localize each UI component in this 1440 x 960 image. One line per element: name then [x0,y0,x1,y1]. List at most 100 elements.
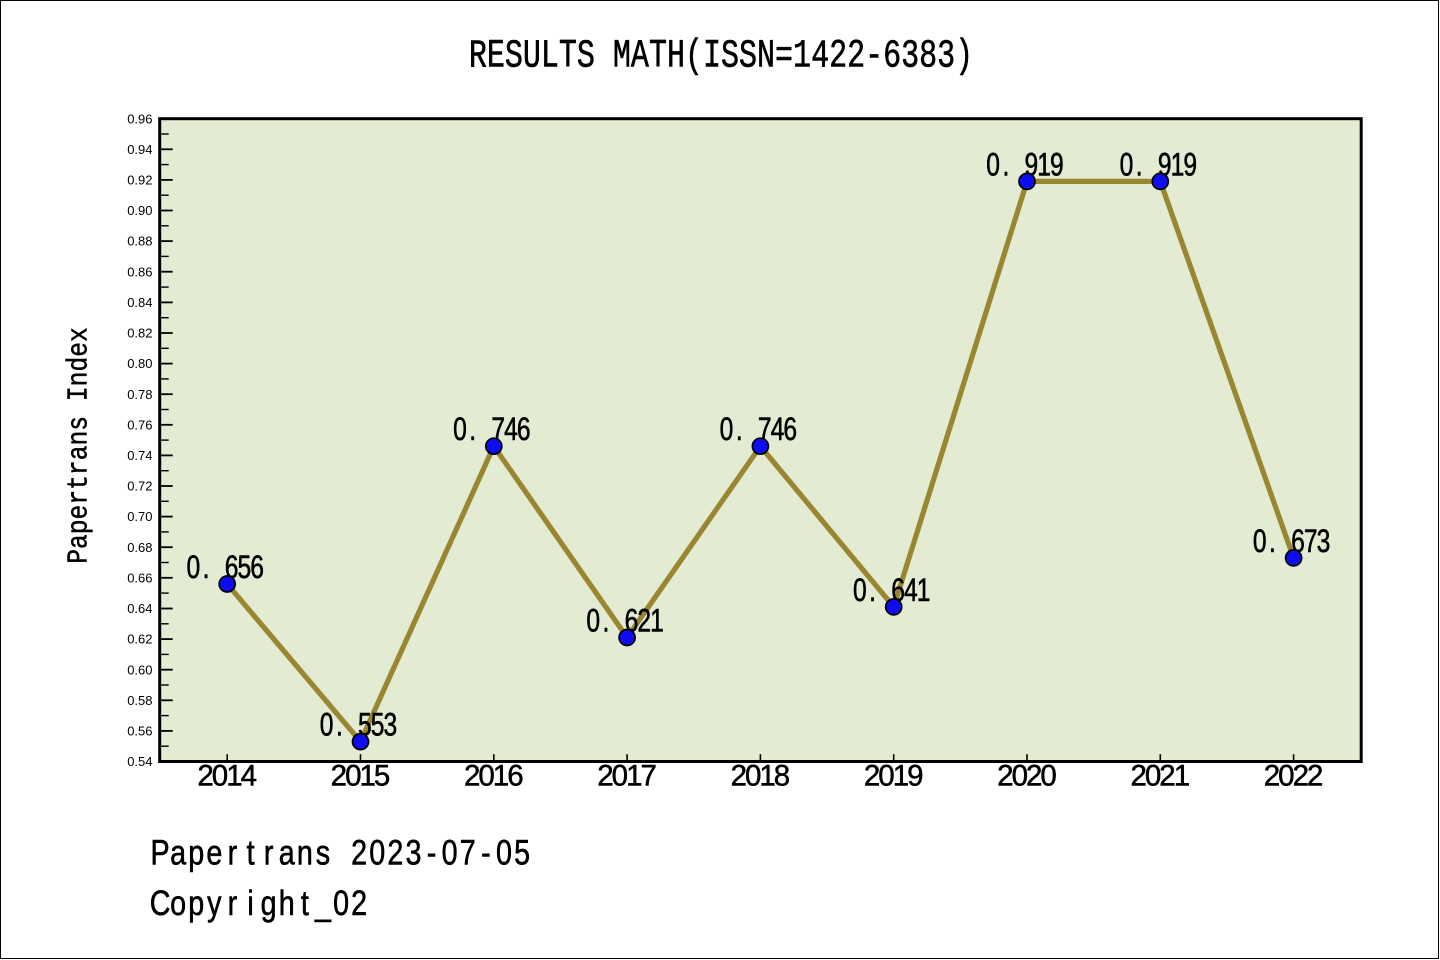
svg-text:g: g [261,883,277,922]
svg-text:P: P [150,833,169,872]
svg-text:3: 3 [384,708,398,744]
svg-text:0.72: 0.72 [127,479,152,494]
svg-text:0.80: 0.80 [127,356,152,371]
svg-text:1: 1 [1171,147,1185,183]
svg-text:2016: 2016 [464,760,523,793]
svg-text:h: h [279,883,295,922]
svg-text:RESULTS MATH(ISSN=1422-6383): RESULTS MATH(ISSN=1422-6383) [469,34,973,79]
svg-text:.: . [203,550,210,586]
svg-text:0.62: 0.62 [127,632,152,647]
svg-text:0.56: 0.56 [127,724,152,739]
svg-text:t: t [301,883,309,922]
svg-text:2017: 2017 [597,760,655,793]
svg-text:0.64: 0.64 [127,601,152,616]
svg-text:0: 0 [496,833,512,872]
svg-text:s: s [316,833,330,872]
svg-text:C: C [150,883,171,922]
svg-text:2018: 2018 [731,760,790,793]
svg-text:r: r [228,883,238,922]
svg-text:0.90: 0.90 [127,203,152,218]
svg-text:i: i [247,883,253,922]
svg-text:y: y [207,883,221,922]
svg-text:2: 2 [387,833,403,872]
svg-text:.: . [336,708,343,744]
svg-text:0.60: 0.60 [127,662,152,677]
svg-text:0.86: 0.86 [127,264,152,279]
svg-text:0: 0 [586,604,600,640]
svg-text:.: . [1269,524,1276,560]
svg-text:0: 0 [1120,147,1134,183]
svg-text:0.92: 0.92 [127,173,152,188]
svg-text:5: 5 [514,833,530,872]
svg-text:6: 6 [783,412,797,448]
svg-text:0: 0 [320,708,334,744]
svg-text:3: 3 [405,833,421,872]
svg-text:p: p [188,833,204,872]
svg-text:0.58: 0.58 [127,693,152,708]
svg-text:6: 6 [517,412,531,448]
svg-text:0.70: 0.70 [127,509,152,524]
svg-text:0: 0 [1253,524,1267,560]
svg-text:r: r [228,833,238,872]
svg-text:_: _ [314,883,332,922]
svg-text:0.82: 0.82 [127,326,152,341]
svg-text:0: 0 [369,833,385,872]
svg-text:0: 0 [186,550,200,586]
svg-text:2: 2 [351,883,367,922]
svg-text:2: 2 [637,604,651,640]
svg-text:2021: 2021 [1130,760,1188,793]
svg-text:.: . [1136,147,1143,183]
svg-text:2020: 2020 [997,760,1056,793]
svg-text:0.94: 0.94 [127,142,152,157]
svg-text:0.88: 0.88 [127,234,152,249]
svg-text:0.68: 0.68 [127,540,152,555]
svg-text:p: p [188,883,204,922]
svg-text:2014: 2014 [197,760,256,793]
svg-text:1: 1 [650,604,664,640]
svg-text:3: 3 [1317,524,1331,560]
svg-text:0: 0 [853,573,867,609]
svg-text:2019: 2019 [864,760,923,793]
svg-text:0.66: 0.66 [127,570,152,585]
svg-text:0: 0 [720,412,734,448]
svg-text:.: . [469,412,476,448]
svg-text:o: o [170,883,186,922]
svg-text:5: 5 [237,550,251,586]
svg-text:4: 4 [904,573,918,609]
svg-text:6: 6 [250,550,264,586]
svg-text:r: r [264,833,274,872]
svg-text:1: 1 [1037,147,1051,183]
svg-text:.: . [869,573,876,609]
svg-text:4: 4 [771,412,785,448]
svg-text:t: t [247,833,255,872]
svg-text:0.78: 0.78 [127,387,152,402]
svg-text:0: 0 [986,147,1000,183]
svg-text:0: 0 [453,412,467,448]
svg-text:5: 5 [371,708,385,744]
svg-text:0.74: 0.74 [127,448,152,463]
svg-text:4: 4 [504,412,518,448]
svg-text:2022: 2022 [1264,760,1322,793]
svg-text:9: 9 [1183,147,1197,183]
svg-text:-: - [427,833,437,872]
svg-text:-: - [481,833,491,872]
svg-text:e: e [206,833,222,872]
svg-text:7: 7 [1304,524,1318,560]
svg-text:2: 2 [351,833,367,872]
svg-text:0.96: 0.96 [127,111,152,126]
svg-text:.: . [603,604,610,640]
svg-text:0: 0 [333,883,349,922]
svg-text:.: . [736,412,743,448]
svg-text:Papertrans Index: Papertrans Index [64,327,96,564]
svg-text:0.84: 0.84 [127,295,152,310]
svg-text:a: a [279,833,295,872]
svg-text:n: n [297,833,313,872]
svg-text:a: a [170,833,186,872]
svg-text:1: 1 [917,573,931,609]
svg-text:0: 0 [442,833,458,872]
svg-text:0.54: 0.54 [127,754,152,769]
svg-text:.: . [1002,147,1009,183]
svg-text:2015: 2015 [331,760,390,793]
svg-text:9: 9 [1050,147,1064,183]
svg-text:0.76: 0.76 [127,417,152,432]
